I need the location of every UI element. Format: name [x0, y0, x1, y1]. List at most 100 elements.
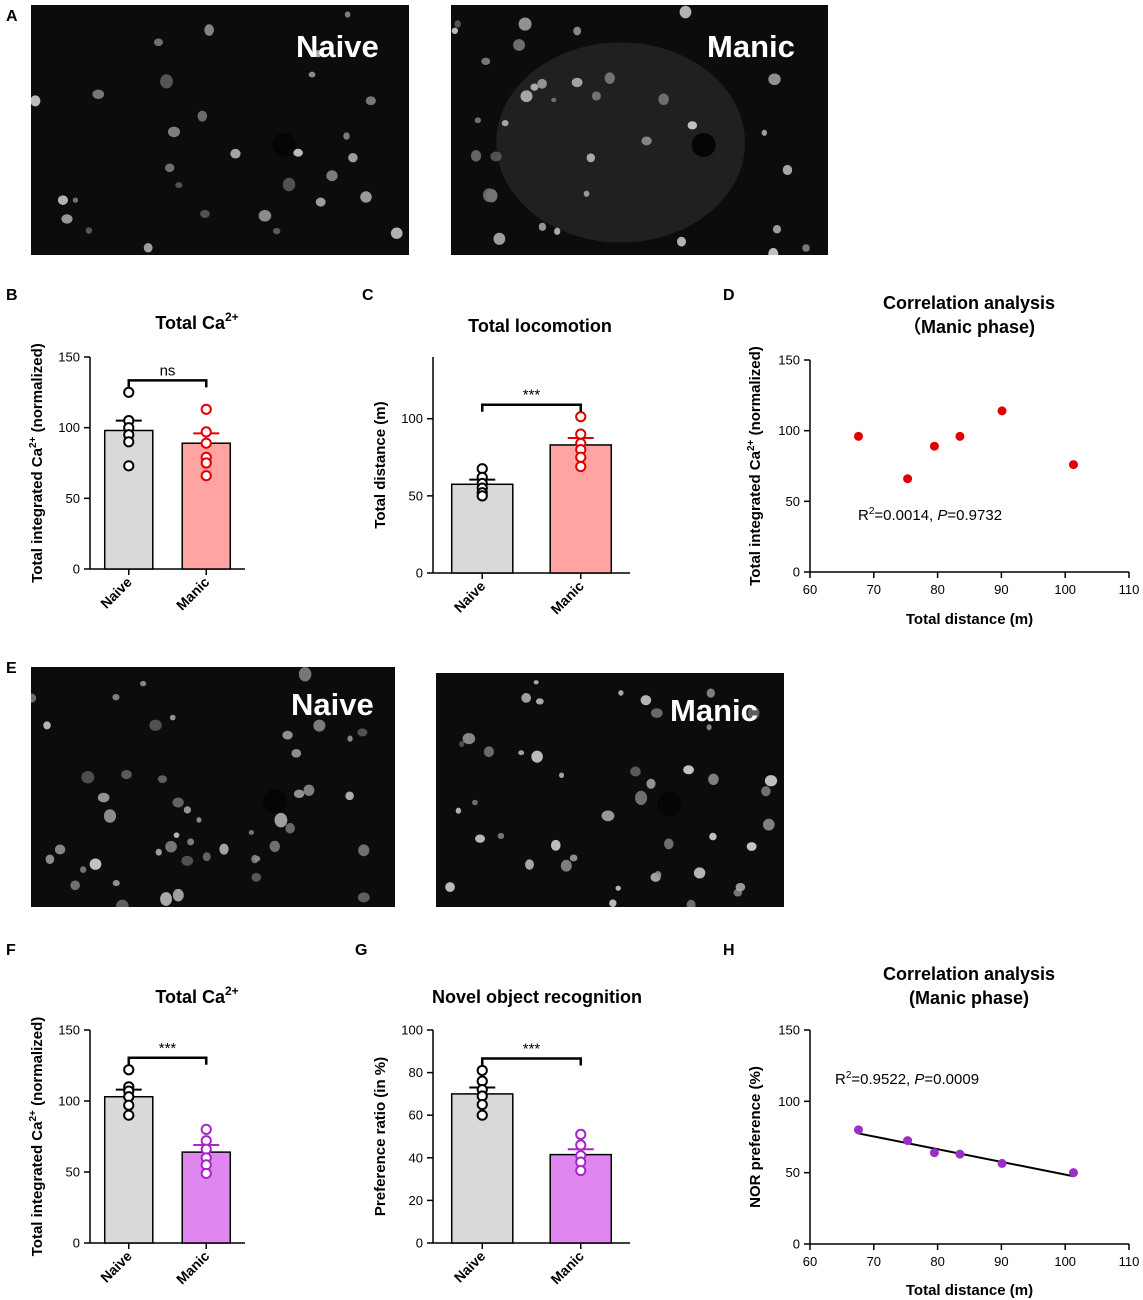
- cell-soma: [365, 96, 376, 106]
- cell-soma: [308, 71, 316, 78]
- cell-soma: [664, 838, 674, 850]
- cell-soma: [571, 77, 583, 88]
- y-axis-title: NOR preference (%): [747, 1066, 764, 1208]
- x-tick-label: 90: [994, 582, 1008, 597]
- cell-soma: [533, 680, 539, 685]
- cell-soma: [483, 746, 495, 758]
- y-tick-label: 150: [58, 1023, 80, 1038]
- micrograph-cells: [31, 11, 403, 253]
- cell-soma: [709, 39, 719, 48]
- data-point: [1068, 460, 1078, 470]
- data-point: [476, 1109, 488, 1121]
- cell-soma: [560, 859, 572, 872]
- y-tick-label: 20: [409, 1193, 423, 1208]
- panel-label-d: D: [723, 287, 735, 304]
- y-tick-label: 150: [778, 353, 800, 368]
- cell-soma: [57, 195, 68, 205]
- x-tick-label: 60: [803, 1254, 817, 1269]
- cell-soma: [573, 26, 582, 36]
- cell-soma: [764, 775, 778, 787]
- cell-soma: [390, 227, 403, 239]
- cell-soma: [197, 110, 208, 122]
- data-point: [955, 1149, 965, 1159]
- micrograph-a-naive: Naive: [31, 5, 409, 255]
- cell-soma: [518, 750, 525, 756]
- micrograph-a-manic: Manic: [451, 5, 828, 255]
- cell-soma: [269, 840, 280, 853]
- cell-soma: [357, 728, 368, 737]
- cell-soma: [459, 740, 465, 748]
- cell-soma: [641, 136, 652, 146]
- chart-title: Total Ca2+: [155, 984, 238, 1007]
- chart-title: Total Ca2+: [155, 310, 238, 333]
- cell-soma: [558, 772, 565, 779]
- data-point: [853, 431, 863, 441]
- data-point: [123, 386, 135, 398]
- data-point: [575, 1139, 587, 1151]
- cell-soma: [165, 840, 177, 853]
- cell-soma: [609, 899, 617, 907]
- significance-label: ***: [523, 1040, 541, 1057]
- panel-label-e: E: [6, 660, 17, 677]
- y-tick-label: 0: [793, 565, 800, 580]
- cell-soma: [646, 778, 656, 789]
- cell-soma: [314, 50, 322, 58]
- cell-soma: [537, 78, 547, 89]
- cell-soma: [762, 818, 775, 831]
- cell-soma: [293, 789, 305, 799]
- y-axis-title: Preference ratio (in %): [372, 1057, 389, 1216]
- chart-total-locomotion-c: Total locomotion 0 50 100 Total distance (m)…: [372, 316, 630, 617]
- chart-title: Correlation analysis: [883, 964, 1055, 984]
- data-point: [955, 431, 965, 441]
- cell-soma: [347, 735, 353, 742]
- cell-soma: [298, 667, 312, 682]
- x-axis-title: Total distance (m): [906, 611, 1033, 628]
- y-tick-label: 100: [401, 411, 423, 426]
- data-point: [123, 436, 135, 448]
- cell-soma: [303, 784, 315, 796]
- cell-soma: [583, 190, 590, 197]
- y-tick-label: 150: [58, 350, 80, 365]
- cell-soma: [735, 882, 746, 892]
- cell-soma: [219, 843, 229, 855]
- cell-soma: [518, 17, 532, 31]
- cell-soma: [768, 247, 779, 255]
- cell-soma: [293, 148, 303, 157]
- cell-soma: [768, 73, 781, 86]
- dark-spot: [657, 792, 682, 817]
- data-point: [476, 1064, 488, 1077]
- cell-soma: [640, 695, 652, 706]
- y-tick-label: 100: [778, 1094, 800, 1109]
- x-tick-label: 60: [803, 582, 817, 597]
- cell-soma: [31, 95, 41, 107]
- dark-spot: [262, 789, 287, 814]
- cell-soma: [187, 838, 195, 846]
- cell-soma: [274, 812, 288, 828]
- micrograph-label-naive: Naive: [291, 687, 374, 722]
- micrograph-cells: [31, 667, 370, 907]
- cell-soma: [348, 153, 358, 163]
- cell-soma: [676, 236, 687, 247]
- x-tick-label: 110: [1119, 1254, 1140, 1269]
- cell-soma: [155, 848, 162, 856]
- data-point: [476, 1098, 488, 1111]
- cell-soma: [513, 39, 526, 51]
- data-point: [123, 1064, 135, 1076]
- dark-spot: [691, 133, 716, 157]
- cell-soma: [121, 769, 132, 780]
- cell-soma: [802, 244, 810, 252]
- cell-soma: [345, 791, 354, 801]
- y-tick-label: 50: [409, 488, 423, 503]
- cell-soma: [343, 132, 350, 140]
- cell-soma: [172, 888, 184, 902]
- y-tick-label: 100: [778, 423, 800, 438]
- chart-title: Correlation analysis: [883, 293, 1055, 313]
- cell-soma: [175, 182, 183, 189]
- y-axis-title: Total integrated Ca2+ (normalized): [28, 343, 46, 583]
- chart-title: Novel object recognition: [432, 987, 642, 1007]
- cell-soma: [618, 690, 624, 696]
- cell-soma: [112, 880, 120, 887]
- y-axis-title: Total integrated Ca2+ (normalized): [28, 1017, 46, 1257]
- panel-label-c: C: [362, 287, 374, 304]
- cell-soma: [706, 724, 712, 731]
